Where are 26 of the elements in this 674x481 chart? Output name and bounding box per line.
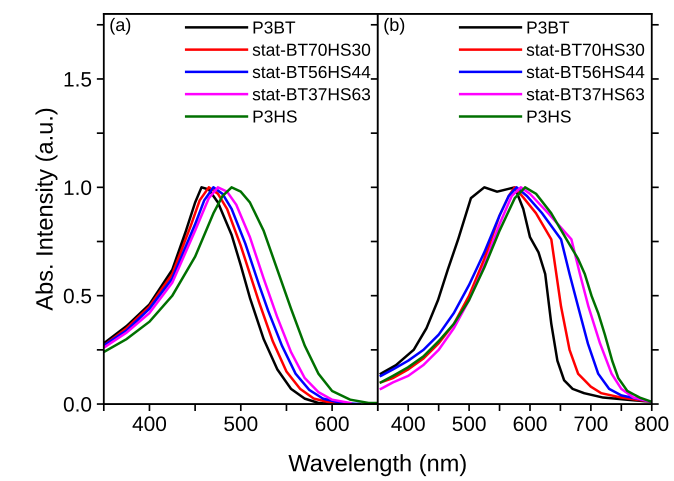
legend-label: stat-BT56HS44 <box>526 66 644 78</box>
x-tick-label: 400 <box>132 416 166 432</box>
legend-label: stat-BT37HS63 <box>526 88 644 100</box>
annotation: (a) <box>110 18 130 35</box>
x-tick-label: 800 <box>635 416 668 432</box>
legend-label: stat-BT56HS44 <box>252 66 370 78</box>
legend-label: P3BT <box>528 21 570 34</box>
x-tick-label: 500 <box>452 416 486 432</box>
y-tick-label: 0.5 <box>64 288 92 304</box>
legend-label: P3HS <box>528 110 571 123</box>
y-tick-label: 1.0 <box>64 180 92 196</box>
x-tick-label: 400 <box>391 416 425 432</box>
y-tick-label: 0.0 <box>64 397 92 412</box>
legend-label: P3HS <box>254 110 297 123</box>
x-tick-label: 600 <box>514 416 547 432</box>
legend-label: stat-BT70HS30 <box>526 44 644 56</box>
y-axis-title: Abs. Intensity (a.u.) <box>35 108 58 311</box>
y-tick-label: 1.5 <box>64 72 92 87</box>
legend-label: P3BT <box>254 21 296 34</box>
x-tick-label: 500 <box>224 416 258 432</box>
legend-label: stat-BT70HS30 <box>252 44 370 56</box>
x-tick-label: 600 <box>316 416 349 432</box>
x-tick-label: 700 <box>574 416 608 432</box>
annotation: (b) <box>384 18 404 35</box>
legend-label: stat-BT37HS63 <box>252 88 370 100</box>
x-axis-title: Wavelength (nm) <box>288 454 466 476</box>
